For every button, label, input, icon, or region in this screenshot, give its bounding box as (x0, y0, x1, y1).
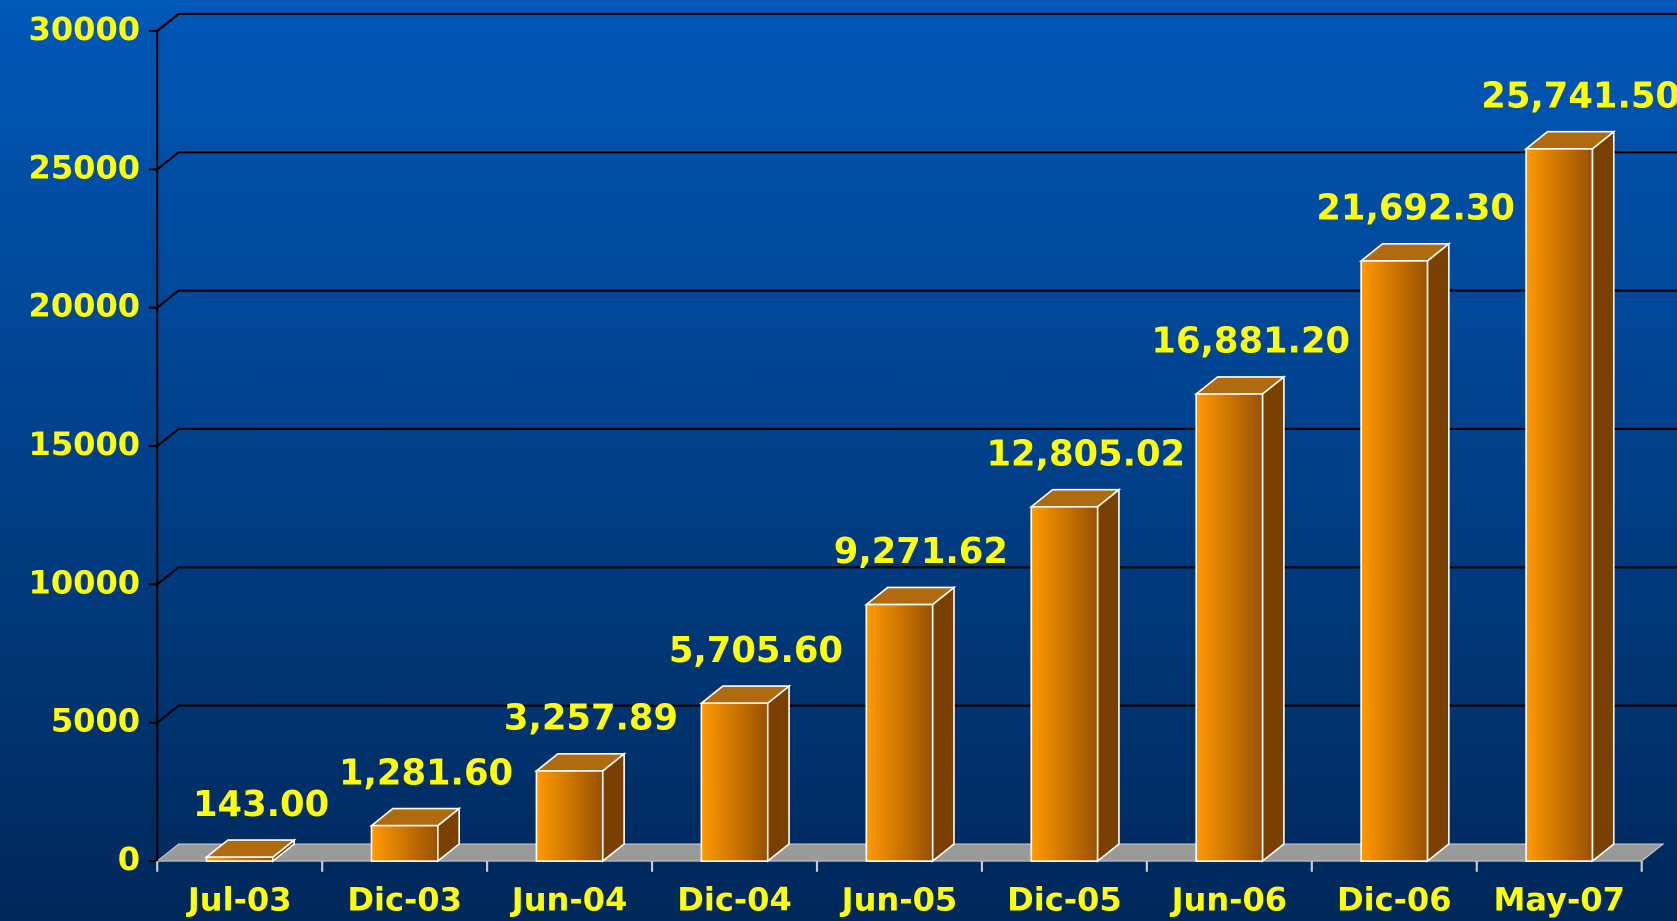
bar (370, 824, 439, 862)
y-tick-label: 10000 (29, 563, 141, 601)
bar-side (766, 684, 790, 863)
bar (1360, 260, 1429, 862)
bar-side (1591, 130, 1615, 863)
x-tick-label: May-07 (1494, 881, 1625, 919)
grid-line (156, 13, 180, 32)
y-tick-label: 20000 (29, 287, 141, 325)
data-label: 143.00 (193, 784, 329, 825)
x-tick-label: Jun-06 (1170, 881, 1288, 919)
bar (1195, 393, 1264, 862)
data-label: 3,257.89 (504, 698, 678, 739)
bar-side (931, 585, 955, 863)
y-tick-label: 25000 (29, 148, 141, 186)
y-tick-label: 0 (118, 840, 140, 878)
bar (1525, 148, 1594, 862)
bar-side (1096, 488, 1120, 863)
y-tick-label: 30000 (29, 10, 141, 48)
x-tick-label: Dic-06 (1337, 881, 1452, 919)
data-label: 21,692.30 (1316, 188, 1515, 229)
grid-line (156, 428, 180, 447)
data-label: 25,741.50 (1481, 76, 1677, 117)
bar (865, 603, 934, 862)
x-tick-label: Jun-05 (840, 881, 958, 919)
bar-side (601, 752, 625, 863)
y-tick-label: 15000 (29, 425, 141, 463)
bar (700, 702, 769, 862)
x-tick-label: Dic-04 (677, 881, 792, 919)
x-tick-label: Jul-03 (186, 881, 292, 919)
x-tick-label: Jun-04 (510, 881, 628, 919)
bar (535, 770, 604, 862)
bar (1030, 505, 1099, 862)
bar (205, 856, 274, 862)
data-label: 5,705.60 (669, 630, 843, 671)
y-tick-label: 5000 (51, 702, 140, 740)
x-tick-label: Dic-05 (1007, 881, 1122, 919)
grid-line (156, 289, 180, 309)
bar-side (1426, 242, 1450, 863)
data-label: 1,281.60 (339, 752, 513, 793)
grid-line (156, 151, 180, 171)
data-label: 16,881.20 (1151, 321, 1350, 362)
grid-line (156, 566, 180, 586)
data-label: 12,805.02 (986, 433, 1185, 474)
data-label: 9,271.62 (834, 531, 1008, 572)
grid-line (156, 704, 180, 724)
x-tick-label: Dic-03 (347, 881, 462, 919)
bar-side (1261, 375, 1285, 863)
